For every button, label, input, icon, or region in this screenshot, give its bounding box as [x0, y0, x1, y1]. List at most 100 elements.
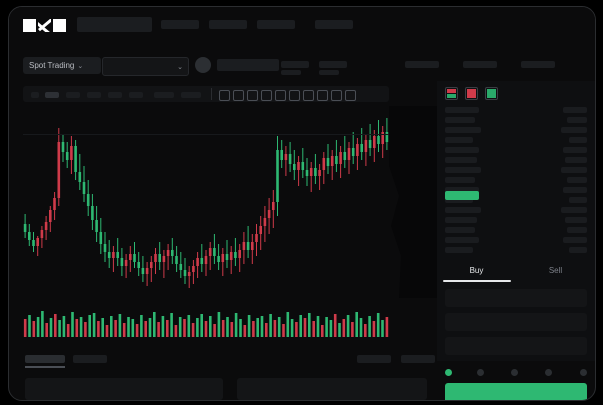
nav-item-4[interactable]	[315, 20, 353, 29]
eye-icon[interactable]	[331, 90, 342, 101]
book-asks-icon[interactable]	[465, 87, 478, 100]
top-navigation-bar	[9, 7, 595, 43]
trading-mode-label: Spot Trading	[29, 61, 75, 70]
slider-dot-5[interactable]	[580, 369, 587, 376]
order-book-row-price[interactable]	[445, 187, 479, 193]
order-book-row-size[interactable]	[569, 137, 587, 143]
cursor-icon[interactable]	[219, 90, 230, 101]
slider-dot-4[interactable]	[545, 369, 552, 376]
order-book-row-price[interactable]	[445, 247, 473, 253]
timeframe-3[interactable]	[66, 92, 80, 98]
stat-2-value	[319, 61, 347, 68]
bottom-tab-1[interactable]	[25, 355, 65, 363]
order-form-tabs[interactable]: Buy Sell	[437, 259, 595, 282]
lock-icon[interactable]	[317, 90, 328, 101]
order-book-row-size[interactable]	[563, 187, 587, 193]
tab-buy[interactable]: Buy	[469, 265, 484, 275]
submit-order-button[interactable]	[445, 383, 587, 400]
book-both-icon[interactable]	[445, 87, 458, 100]
slider-dot-2[interactable]	[477, 369, 484, 376]
app-window: Spot Trading ⌄ ⌄	[8, 6, 596, 401]
order-book-row-size[interactable]	[561, 207, 587, 213]
search-input[interactable]	[77, 17, 152, 32]
text-icon[interactable]	[289, 90, 300, 101]
logo-square-left	[23, 19, 36, 32]
toolbar-divider	[211, 88, 212, 100]
order-book-row-size[interactable]	[563, 107, 587, 113]
logo-square-right	[53, 19, 66, 32]
order-book-row-price[interactable]	[445, 227, 475, 233]
order-book-row-price[interactable]	[445, 157, 477, 163]
order-book-row-price[interactable]	[445, 147, 479, 153]
timeframe-4[interactable]	[87, 92, 101, 98]
order-book-row-price[interactable]	[445, 167, 481, 173]
bottom-card-2	[237, 378, 427, 400]
price-chart[interactable]	[23, 106, 389, 294]
order-book-row-size[interactable]	[563, 147, 587, 153]
order-book-row-size[interactable]	[567, 227, 587, 233]
order-book-row-price[interactable]	[445, 237, 479, 243]
stat-4-value	[463, 61, 497, 68]
chart-type-dropdown[interactable]	[181, 92, 201, 98]
order-book-row-price[interactable]	[445, 117, 475, 123]
order-book-row-price[interactable]	[445, 177, 475, 183]
order-book-row-price[interactable]	[445, 197, 473, 203]
trading-pair-select[interactable]: ⌄	[102, 57, 189, 76]
order-book-row-size[interactable]	[561, 127, 587, 133]
stat-5-value	[521, 61, 555, 68]
brush-icon[interactable]	[275, 90, 286, 101]
stat-3-value	[405, 61, 439, 68]
interval-dropdown[interactable]	[154, 92, 174, 98]
volume-series	[23, 311, 389, 337]
order-price-field[interactable]	[445, 313, 587, 331]
order-book-row-price[interactable]	[445, 127, 481, 133]
order-book-row-price[interactable]	[445, 107, 479, 113]
bottom-tab-4[interactable]	[401, 355, 435, 363]
trash-icon[interactable]	[345, 90, 356, 101]
chart-gridline	[23, 134, 389, 135]
trendline-icon[interactable]	[247, 90, 258, 101]
nav-item-3[interactable]	[257, 20, 295, 29]
book-bids-icon[interactable]	[485, 87, 498, 100]
best-bid-highlight	[445, 191, 479, 200]
timeframe-2[interactable]	[45, 92, 59, 98]
order-book-row-size[interactable]	[567, 177, 587, 183]
order-book-row-price[interactable]	[445, 207, 481, 213]
tab-sell[interactable]: Sell	[548, 265, 563, 275]
bottom-tab-underline	[25, 366, 65, 368]
order-amount-field[interactable]	[445, 337, 587, 355]
coin-avatar	[195, 57, 211, 73]
nav-item-2[interactable]	[209, 20, 247, 29]
amount-slider[interactable]	[445, 369, 587, 377]
last-price	[217, 59, 279, 71]
nav-item-1[interactable]	[161, 20, 199, 29]
order-book-row-price[interactable]	[445, 137, 473, 143]
crosshair-icon[interactable]	[233, 90, 244, 101]
order-type-field[interactable]	[445, 289, 587, 307]
order-book-row-size[interactable]	[563, 237, 587, 243]
order-book-row-size[interactable]	[569, 247, 587, 253]
order-book-row-price[interactable]	[445, 217, 477, 223]
bottom-tab-3[interactable]	[357, 355, 391, 363]
fib-icon[interactable]	[261, 90, 272, 101]
order-book-row-size[interactable]	[565, 157, 587, 163]
magnet-icon[interactable]	[303, 90, 314, 101]
candlestick-series	[23, 118, 389, 288]
timeframe-5[interactable]	[108, 92, 122, 98]
order-book-row-size[interactable]	[567, 117, 587, 123]
slider-dot-3[interactable]	[511, 369, 518, 376]
overlay-shape	[389, 106, 441, 298]
bottom-card-1	[25, 378, 223, 400]
slider-dot-1[interactable]	[445, 369, 452, 376]
trading-mode-select[interactable]: Spot Trading ⌄	[23, 57, 101, 74]
order-book-row-size[interactable]	[561, 167, 587, 173]
volume-chart	[23, 303, 389, 341]
order-book-row-size[interactable]	[569, 197, 587, 203]
timeframe-6[interactable]	[129, 92, 143, 98]
order-book-view-toggles[interactable]	[445, 87, 498, 100]
bottom-tab-2[interactable]	[73, 355, 107, 363]
order-book-row-size[interactable]	[565, 217, 587, 223]
okx-logo[interactable]	[23, 19, 67, 32]
timeframe-1[interactable]	[31, 92, 39, 98]
logo-k-shape	[38, 19, 51, 32]
